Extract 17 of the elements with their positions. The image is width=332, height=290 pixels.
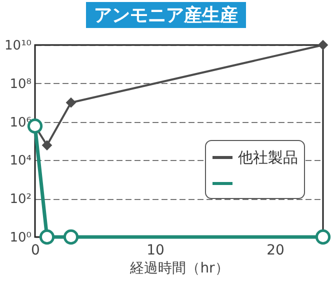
point (63, 229, 79, 245)
point (315, 229, 331, 245)
chart-title: アンモニア産生産 (86, 2, 246, 28)
x-tick-label: 0 (31, 242, 40, 258)
point (318, 40, 328, 50)
legend-label: 他社製品 (238, 148, 298, 166)
y-tick-label: 10⁴ (10, 154, 32, 169)
y-tick-label: 10⁸ (10, 76, 32, 92)
point (39, 229, 55, 245)
point (42, 140, 52, 150)
y-tick-label: 10¹⁰ (4, 38, 32, 54)
x-tick-label: 20 (266, 242, 284, 258)
x-tick-label: 10 (146, 242, 164, 258)
y-tick-label: 10⁰ (10, 230, 32, 246)
x-axis-title: 経過時間（hr） (129, 260, 229, 276)
y-tick-label: 10² (10, 192, 32, 208)
point (66, 98, 76, 108)
